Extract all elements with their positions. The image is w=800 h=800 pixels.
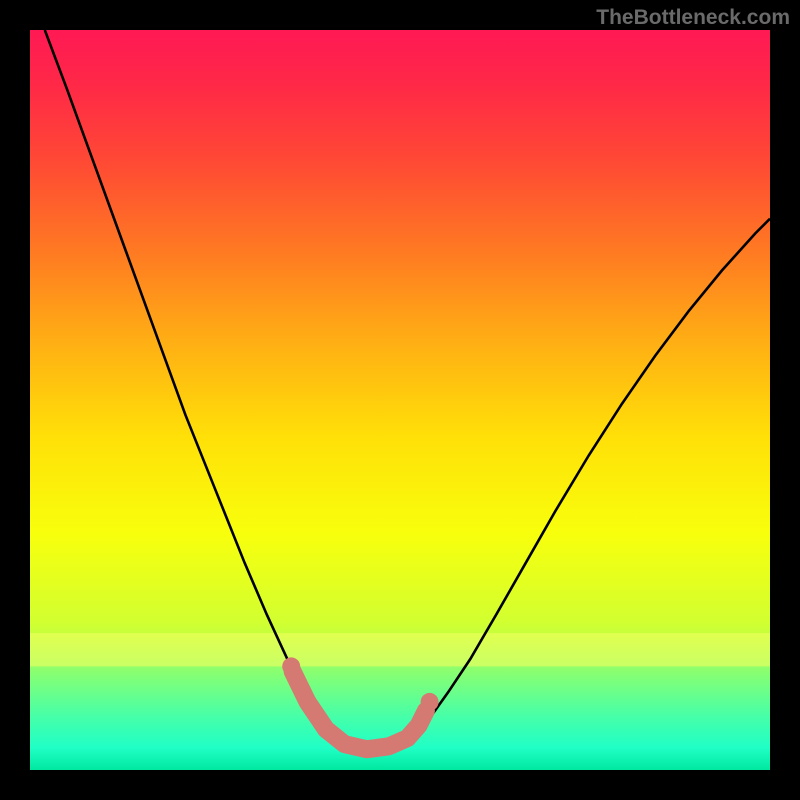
plot-area xyxy=(30,30,770,770)
watermark-text: TheBottleneck.com xyxy=(596,6,790,30)
optimal-range-stroke xyxy=(293,672,426,750)
bottleneck-curve xyxy=(45,30,770,752)
curve-layer xyxy=(30,30,770,770)
